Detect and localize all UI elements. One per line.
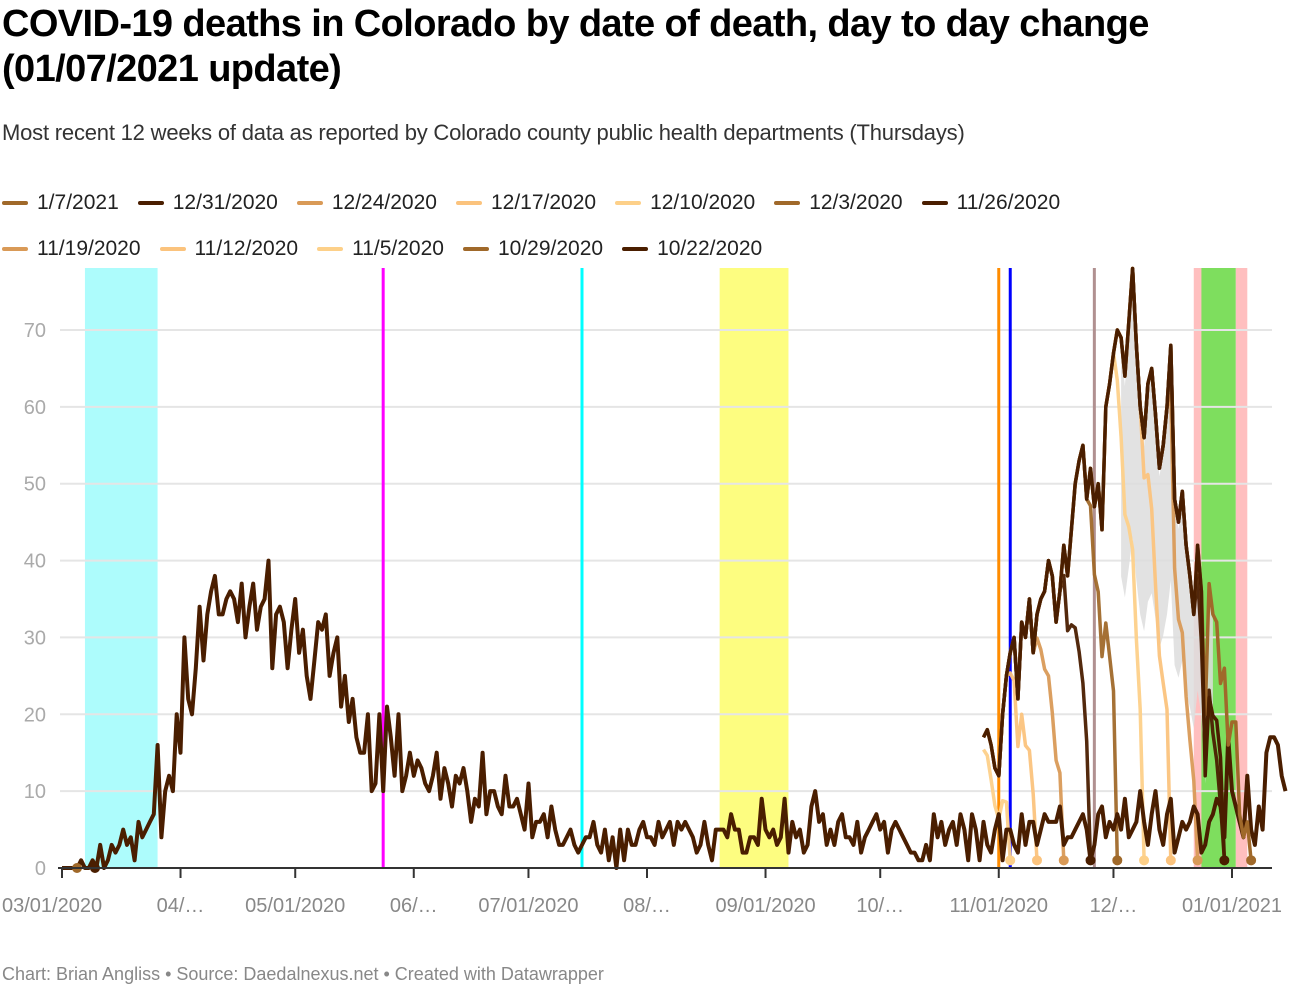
gridlines xyxy=(60,329,1272,793)
y-tick-label: 60 xyxy=(24,397,46,419)
series-line-historical xyxy=(62,558,1288,870)
legend-item[interactable]: 10/29/2020 xyxy=(462,237,604,261)
legend-label: 10/29/2020 xyxy=(497,237,604,260)
series-end-dot xyxy=(1246,855,1257,866)
y-tick-label: 10 xyxy=(24,781,46,803)
series-line-12-31 xyxy=(981,266,1227,861)
legend-swatch xyxy=(317,247,344,251)
legend-swatch xyxy=(2,201,28,205)
chart-footer: Chart: Brian Angliss • Source: Daedalnex… xyxy=(2,964,604,984)
x-tick-label: 05/01/2020 xyxy=(245,895,345,917)
legend-swatch xyxy=(296,201,323,205)
legend-swatch xyxy=(137,201,164,205)
highlight-band xyxy=(1235,268,1248,868)
y-tick-label: 40 xyxy=(24,551,46,573)
highlight-band xyxy=(719,268,789,868)
legend-swatch xyxy=(455,201,482,205)
legend-label: 12/24/2020 xyxy=(331,191,437,214)
y-tick-label: 30 xyxy=(24,627,46,649)
legend-item[interactable]: 12/10/2020 xyxy=(615,191,755,215)
x-tick-label: 12/… xyxy=(1090,895,1138,917)
series-end-dot xyxy=(1192,855,1203,866)
series-end-dot xyxy=(1165,855,1176,866)
legend-item[interactable]: 11/12/2020 xyxy=(159,237,299,261)
legend-label: 11/19/2020 xyxy=(37,237,141,260)
y-axis-labels: 0 10 20 30 40 50 60 70 xyxy=(24,320,46,880)
highlight-bands xyxy=(84,268,1248,868)
legend-label: 12/10/2020 xyxy=(650,191,756,214)
legend-label: 11/26/2020 xyxy=(956,191,1061,214)
x-tick-label: 08/… xyxy=(623,895,671,917)
legend-label: 12/3/2020 xyxy=(809,191,903,214)
legend-swatch xyxy=(462,247,489,251)
series-end-dot xyxy=(1032,855,1042,866)
legend-item[interactable]: 1/7/2021 xyxy=(2,191,119,215)
legend-swatch xyxy=(2,247,28,251)
legend-row-2: 11/19/2020 11/12/2020 11/5/2020 10/29/20… xyxy=(2,226,1292,272)
x-axis: 03/01/2020 04/… 05/01/2020 06/… 07/01/2020 08… xyxy=(2,867,1282,917)
x-tick-label: 10/… xyxy=(856,895,904,917)
legend-label: 11/12/2020 xyxy=(194,237,299,260)
revision-range-area xyxy=(1121,280,1213,784)
x-tick-label: 04/… xyxy=(157,895,205,917)
legend-item[interactable]: 11/26/2020 xyxy=(921,191,1061,215)
legend-item[interactable]: 10/22/2020 xyxy=(622,237,762,261)
line-chart: 0 10 20 30 40 50 60 70 03/01/2020 04/… 05/01/2020… xyxy=(2,266,1288,917)
chart-title: COVID-19 deaths in Colorado by date of d… xyxy=(2,3,1149,90)
series-end-dot xyxy=(1005,855,1016,866)
legend-item[interactable]: 11/5/2020 xyxy=(317,237,444,261)
legend-item[interactable]: 12/24/2020 xyxy=(296,191,437,215)
legend-swatch xyxy=(622,247,649,251)
y-tick-label: 0 xyxy=(35,858,46,880)
series-end-dot xyxy=(1219,855,1230,866)
legend-label: 11/5/2020 xyxy=(352,237,444,260)
y-tick-label: 70 xyxy=(24,320,46,342)
legend-label: 12/31/2020 xyxy=(172,191,278,214)
series-end-dot xyxy=(1058,855,1069,866)
x-tick-label: 01/01/2021 xyxy=(1182,895,1282,917)
x-tick-label: 11/01/2020 xyxy=(949,895,1048,917)
legend-swatch xyxy=(615,201,642,205)
legend-item[interactable]: 12/17/2020 xyxy=(455,191,597,215)
x-tick-label: 07/01/2020 xyxy=(478,895,578,917)
legend-label: 1/7/2021 xyxy=(37,191,119,214)
y-tick-label: 20 xyxy=(24,704,46,726)
series-end-dot xyxy=(1112,855,1123,866)
series-end-dot xyxy=(1139,855,1150,866)
legend-label: 10/22/2020 xyxy=(657,237,763,260)
chart-subtitle: Most recent 12 weeks of data as reported… xyxy=(2,120,965,145)
legend-item[interactable]: 12/3/2020 xyxy=(774,191,903,215)
legend-swatch xyxy=(921,201,948,205)
y-tick-label: 50 xyxy=(24,474,46,496)
x-tick-label: 09/01/2020 xyxy=(715,895,815,917)
legend: 1/7/2021 12/31/2020 12/24/2020 12/17/202… xyxy=(2,180,1292,272)
legend-item[interactable]: 11/19/2020 xyxy=(2,237,141,261)
x-tick-label: 06/… xyxy=(390,895,438,917)
legend-label: 12/17/2020 xyxy=(490,191,597,214)
legend-item[interactable]: 12/31/2020 xyxy=(137,191,278,215)
legend-swatch xyxy=(774,201,801,205)
series-lines xyxy=(62,266,1288,873)
x-tick-label: 03/01/2020 xyxy=(2,895,102,917)
legend-row-1: 1/7/2021 12/31/2020 12/24/2020 12/17/202… xyxy=(2,180,1292,226)
series-line xyxy=(982,748,1012,861)
legend-swatch xyxy=(159,247,186,251)
highlight-band xyxy=(84,268,158,868)
